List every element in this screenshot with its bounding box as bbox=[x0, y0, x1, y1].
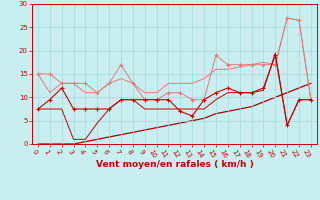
X-axis label: Vent moyen/en rafales ( km/h ): Vent moyen/en rafales ( km/h ) bbox=[96, 160, 253, 169]
